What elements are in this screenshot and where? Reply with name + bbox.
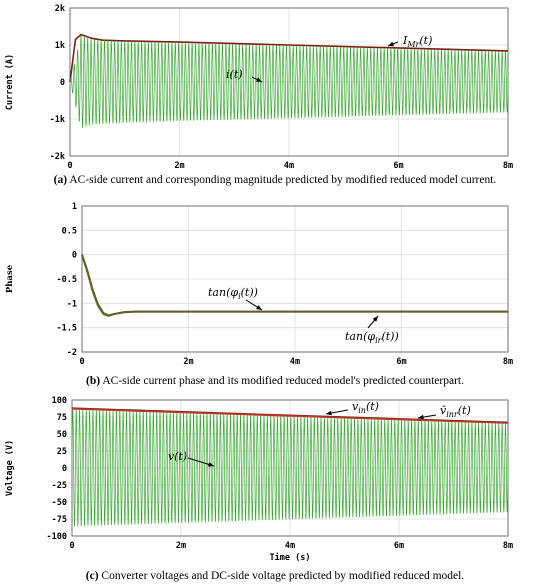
caption-c: (c) Converter voltages and DC-side volta… (0, 570, 550, 582)
series-line (69, 33, 509, 83)
series-line (81, 254, 508, 317)
caption-a-text: AC-side current and corresponding magnit… (69, 174, 497, 186)
series-oscillation-line (69, 35, 509, 128)
x-tick-label: 4m (290, 357, 300, 367)
x-tick-label: 2m (176, 541, 186, 551)
y-axis-label: Voltage (V) (5, 440, 15, 496)
x-tick-label: 6m (393, 161, 403, 170)
x-tick-label: 0 (79, 357, 84, 367)
annotation-arrow-v-head (208, 462, 214, 467)
series-oscillation-line (71, 409, 509, 527)
panel-c-chart: 0 2m 4m 6m 8m 100 75 50 25 0 -25 -50 -75 -100 Time (s)… (0, 394, 550, 568)
y-tick-label: -50 (52, 498, 67, 508)
caption-b: (b) AC-side current phase and its modifi… (0, 375, 550, 387)
x-axis-label: Time (s) (270, 552, 311, 563)
y-tick-label: -1k (50, 115, 65, 125)
caption-b-text: AC-side current phase and its modified r… (102, 375, 464, 387)
y-tick-label: -25 (52, 481, 67, 491)
y-tick-label: -1.5 (57, 324, 77, 334)
y-tick-label: 0 (62, 464, 67, 474)
y-tick-label: 0 (60, 78, 65, 88)
annotation-v-inr: v̄inr(t) (440, 404, 471, 419)
caption-a: (a) AC-side current and corresponding ma… (0, 174, 550, 186)
y-tick-label: -2k (50, 152, 65, 162)
y-tick-label: 1 (72, 202, 77, 212)
caption-c-letter: (c) (85, 570, 99, 582)
y-tick-label: -100 (47, 532, 67, 542)
annotation-i: i(t) (226, 68, 243, 81)
plot-frame (81, 205, 509, 353)
y-tick-label: -2 (67, 348, 77, 358)
y-tick-label: 75 (57, 413, 67, 423)
annotation-arrow-I-Mr-head (388, 41, 394, 47)
annotation-phi-i: tan(φi(t)) (208, 286, 258, 301)
annotation-arrow-v-inr-head (418, 414, 424, 420)
y-tick-label: -1 (67, 299, 77, 309)
y-tick-label: -75 (52, 515, 67, 525)
x-tick-label: 2m (174, 161, 184, 170)
x-tick-label: 6m (394, 541, 404, 551)
y-axis-label: Phase (5, 264, 15, 293)
x-tick-label: 4m (285, 541, 295, 551)
x-tick-label: 8m (503, 357, 513, 367)
y-tick-label: 50 (57, 430, 67, 440)
caption-c-text: Converter voltages and DC-side voltage p… (101, 570, 465, 582)
annotation-I-Mr: IMr(t) (402, 34, 432, 49)
annotation-arrow-i-head (256, 77, 262, 82)
annotation-arrow-v-in-head (326, 410, 332, 416)
x-tick-label: 8m (503, 541, 513, 551)
annotation-arrow-phi-i-head (256, 305, 262, 310)
annotation-v-in: vin(t) (352, 400, 379, 415)
y-tick-label: -0.5 (57, 275, 77, 285)
y-tick-label: 0 (72, 251, 77, 261)
series-line (71, 408, 509, 424)
annotation-v: v(t) (168, 450, 187, 463)
x-tick-label: 2m (183, 357, 193, 367)
caption-b-letter: (b) (86, 375, 101, 387)
y-tick-label: 1k (55, 41, 65, 51)
x-tick-label: 6m (396, 357, 406, 367)
x-tick-label: 4m (284, 161, 294, 170)
caption-a-letter: (a) (53, 174, 68, 186)
x-tick-label: 0 (69, 541, 74, 551)
y-tick-label: 2k (55, 4, 65, 14)
y-tick-label: 0.5 (62, 226, 77, 236)
y-axis-label: Current (A) (5, 54, 15, 110)
annotation-phi-ir: tan(φir(t)) (345, 330, 399, 345)
x-tick-label: 8m (503, 161, 513, 170)
annotation-arrow-phi-ir-head (372, 316, 378, 322)
y-tick-label: 100 (52, 396, 67, 406)
x-tick-label: 0 (67, 161, 72, 170)
y-tick-label: 25 (57, 447, 67, 457)
voltage-chart: 0 2m 4m 6m 8m 100 75 50 25 0 -25 -50 -75 -100 Time (s)… (5, 396, 513, 563)
